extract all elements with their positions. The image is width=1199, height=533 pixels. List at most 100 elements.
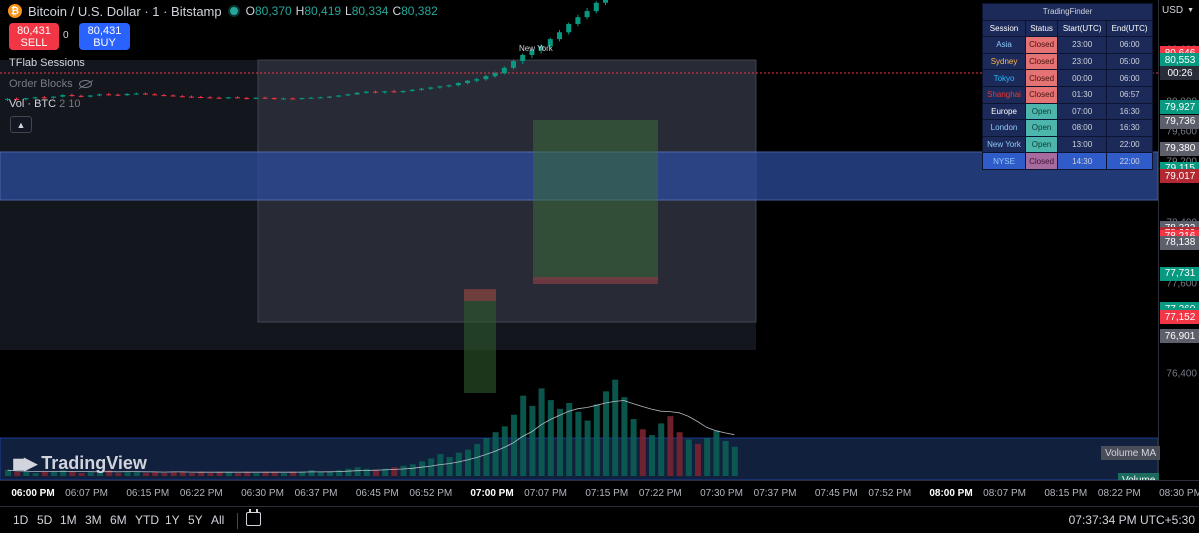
candle-body [41,97,47,99]
candle-body [271,98,277,100]
candle-body [253,97,259,99]
candle-body [538,45,544,51]
candle-body [216,97,222,99]
volume-bar [97,471,103,476]
chevron-up-icon: ▲ [16,119,26,130]
table-cell: NYSE [981,152,1027,170]
currency-selector[interactable]: USD ▼ [1160,2,1196,18]
volume-bar [198,471,205,476]
candle-body [225,97,231,99]
volume-bar [161,473,168,476]
volume-bar [87,471,94,476]
volume-bar [437,454,444,476]
timeframe-button-5y[interactable]: 5Y [188,513,203,527]
timeframe-button-ytd[interactable]: YTD [135,513,159,527]
table-cell: 06:57 [1106,85,1153,104]
market-open-icon [229,7,238,15]
calendar-icon[interactable] [246,509,261,526]
time-tick: 06:00 PM [11,488,55,499]
volume-bar [575,411,582,476]
timeframe-button-1m[interactable]: 1M [60,513,77,527]
volume-bar [327,471,333,476]
candle-body [345,94,351,96]
time-tick: 08:22 PM [1097,488,1141,499]
price-label: 77,731 [1160,266,1199,281]
tradingview-logo[interactable]: ◼▶ TradingView [12,453,147,474]
chevron-down-icon: ▼ [1187,6,1194,14]
candle-body [189,96,194,98]
price-chart[interactable] [0,0,1158,480]
candle-body [143,93,148,95]
ohlc-open: O80,370 [245,4,292,18]
time-tick: 06:52 PM [409,488,453,499]
bottom-toolbar: 07:37:34 PM UTC+5:30 1D 5D 1M 3M 6M YTD 1Y 5Y Al… [0,506,1199,533]
timeframe-button-6m[interactable]: 6M [110,513,127,527]
session-label-new-york: New York [519,44,553,53]
time-tick: 06:45 PM [355,488,399,499]
volume-bar [557,408,563,476]
collapse-indicators-button[interactable]: ▲ [10,116,32,133]
table-cell: New York [981,135,1027,154]
volume-bar [225,471,232,476]
candle-body [152,94,158,96]
table-cell: 23:00 [1057,36,1108,54]
table-row: Tokyo Closed 00:00 06:00 [981,69,1153,87]
price-tick: 77,600 [1166,278,1197,289]
timeframe-button-1y[interactable]: 1Y [165,513,180,527]
indicator-order-blocks[interactable]: Order Blocks [9,78,92,90]
candle-body [400,90,406,93]
volume-ma-line [7,400,735,473]
indicator-volume[interactable]: Vol · BTC 2 10 [9,98,81,110]
spread-value: 0 [63,30,69,41]
buy-label: BUY [93,36,116,49]
time-tick: 08:07 PM [983,488,1026,499]
table-cell: 16:30 [1106,119,1153,137]
volume-bar [271,471,278,476]
time-axis[interactable]: 06:00 PM 06:07 PM 06:15 PM 06:22 PM 06:30 PM… [0,480,1199,506]
buy-button[interactable]: 80,431 BUY [79,23,130,50]
table-cell: Sydney [981,52,1027,71]
volume-bar [41,471,48,476]
candle-body [299,98,305,100]
volume-bar [465,449,471,476]
candle-body [520,54,526,62]
candle-body [87,95,93,97]
clock-timezone[interactable]: 07:37:34 PM UTC+5:30 [1068,513,1195,527]
time-tick: 07:00 PM [470,488,514,499]
sell-button[interactable]: 80,431 SELL [9,23,59,50]
timeframe-button-all[interactable]: All [211,513,225,527]
bitcoin-icon: ₿ [8,4,22,18]
price-label: 77,152 [1160,310,1199,325]
candle-body [161,95,167,97]
candle-body [23,98,29,100]
indicator-sessions[interactable]: TFlab Sessions [9,57,85,69]
volume-bar [216,471,223,476]
candle-body [419,88,424,90]
timeframe-button-5d[interactable]: 5D [37,513,53,527]
candle-body [69,95,75,97]
table-cell: 07:00 [1057,102,1108,121]
candle-body [124,93,130,96]
symbol-title[interactable]: Bitcoin / U.S. Dollar · 1 · Bitstamp [28,3,222,19]
table-cell: Closed [1025,36,1059,54]
sell-label: SELL [20,36,48,49]
candle-body [603,0,608,3]
volume-bar [60,470,67,476]
timeframe-button-3m[interactable]: 3M [85,513,102,527]
price-label: 78,138 [1160,235,1199,250]
volume-bar [23,471,30,476]
table-row: Europe Open 07:00 16:30 [981,102,1153,121]
candle-body [547,39,553,46]
table-cell: Closed [1025,69,1059,87]
timeframe-button-1d[interactable]: 1D [13,513,29,527]
time-tick: 07:07 PM [524,488,567,499]
volume-bar [106,470,113,476]
volume-bar [492,432,499,476]
table-cell: Closed [1025,152,1059,170]
volume-bar [152,471,159,476]
volume-bar [253,473,260,476]
candle-body [170,95,176,97]
price-scale[interactable]: 80,69080,00079,60079,20078,40077,60076,4… [1158,0,1199,480]
eye-hidden-icon[interactable] [78,80,92,89]
volume-bar [428,458,435,476]
